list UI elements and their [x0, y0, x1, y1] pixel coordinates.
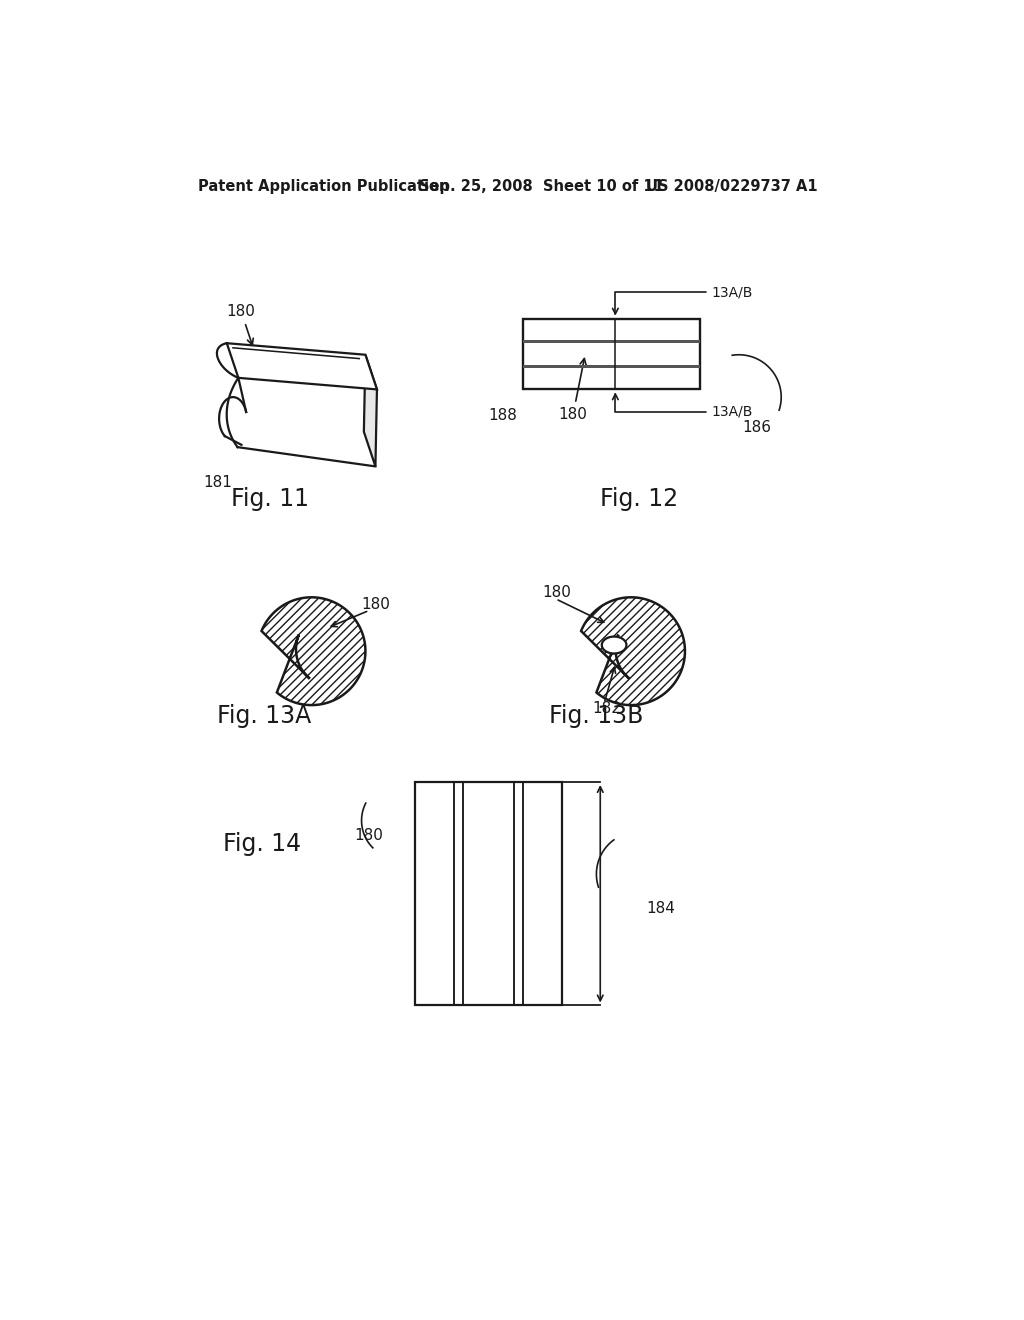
Text: 180: 180: [559, 359, 588, 421]
Text: Fig. 13A: Fig. 13A: [217, 704, 311, 727]
Text: 180: 180: [543, 585, 571, 601]
Polygon shape: [261, 598, 366, 705]
Text: 13A/B: 13A/B: [612, 395, 754, 418]
Text: Fig. 12: Fig. 12: [600, 487, 678, 511]
Text: Sep. 25, 2008  Sheet 10 of 11: Sep. 25, 2008 Sheet 10 of 11: [419, 180, 665, 194]
Bar: [523, 318, 700, 389]
Text: Fig. 14: Fig. 14: [223, 833, 301, 857]
Text: Fig. 11: Fig. 11: [230, 487, 308, 511]
Text: 180: 180: [354, 828, 383, 843]
Text: 188: 188: [488, 408, 517, 424]
Polygon shape: [364, 355, 377, 466]
Text: 182: 182: [593, 701, 622, 715]
Polygon shape: [226, 343, 377, 389]
Text: 184: 184: [646, 900, 676, 916]
Text: 186: 186: [742, 420, 772, 434]
Text: 180: 180: [226, 304, 256, 345]
Polygon shape: [602, 636, 627, 653]
Text: 13A/B: 13A/B: [612, 285, 754, 314]
Text: US 2008/0229737 A1: US 2008/0229737 A1: [646, 180, 818, 194]
Text: 180: 180: [361, 597, 390, 612]
Text: Patent Application Publication: Patent Application Publication: [199, 180, 450, 194]
Bar: [416, 781, 562, 1006]
Text: 181: 181: [204, 475, 232, 490]
Polygon shape: [581, 598, 685, 705]
Text: Fig. 13B: Fig. 13B: [549, 704, 643, 727]
Polygon shape: [523, 341, 700, 343]
Polygon shape: [523, 364, 700, 368]
